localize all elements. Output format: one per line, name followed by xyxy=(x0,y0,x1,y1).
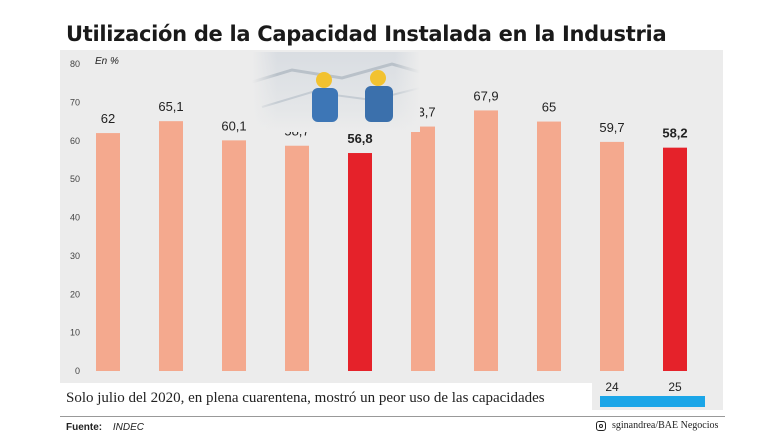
y-tick-label: 50 xyxy=(70,174,80,184)
caption-text: Solo julio del 2020, en plena cuarentena… xyxy=(66,389,545,406)
bar-value-label: 59,7 xyxy=(599,120,624,135)
y-axis-label: En % xyxy=(95,56,119,67)
x-category-label: 25 xyxy=(668,380,682,394)
bar xyxy=(96,133,120,371)
bar xyxy=(411,126,435,372)
footer-divider xyxy=(60,416,725,417)
y-tick-label: 60 xyxy=(70,136,80,146)
y-tick-label: 40 xyxy=(70,213,80,223)
bar xyxy=(474,110,498,371)
source-note: Fuente: INDEC xyxy=(66,422,144,433)
bar-value-label: 56,8 xyxy=(347,131,372,146)
credit-text: sginandrea/BAE Negocios xyxy=(612,420,719,431)
author-credit: sginandrea/BAE Negocios xyxy=(596,420,718,431)
bar xyxy=(663,147,687,371)
bar-value-label: 58,2 xyxy=(662,126,687,141)
bar-value-label: 67,9 xyxy=(473,88,498,103)
instagram-icon xyxy=(596,420,606,431)
y-tick-label: 70 xyxy=(70,97,80,107)
axis-band xyxy=(600,396,705,407)
y-tick-label: 30 xyxy=(70,251,80,261)
bar xyxy=(537,121,561,371)
bar xyxy=(600,141,624,371)
bar-value-label: 63,7 xyxy=(410,105,435,120)
chart-panel: En % 0 10 20 30 40 50 60 70 80 62 65,1 60,1 58,7 56,8… xyxy=(60,50,723,410)
source-label: Fuente: xyxy=(66,422,103,433)
bar-chart: En % 0 10 20 30 40 50 60 70 80 62 65,1 60,1 58,7 56,8… xyxy=(70,56,705,407)
bar-value-label: 60,1 xyxy=(221,118,246,133)
bar-value-label: 65,1 xyxy=(158,99,183,114)
caption-box: Solo julio del 2020, en plena cuarentena… xyxy=(58,383,592,413)
bar xyxy=(285,145,309,371)
source-value: INDEC xyxy=(112,422,145,433)
bar-value-label: 62 xyxy=(101,111,115,126)
bar xyxy=(159,121,183,372)
y-tick-label: 80 xyxy=(70,59,80,69)
x-category-label: 24 xyxy=(605,380,619,394)
bar xyxy=(348,153,372,371)
bar-value-label: 58,7 xyxy=(284,124,309,139)
y-tick-label: 0 xyxy=(75,366,80,376)
bar-value-label: 65 xyxy=(542,100,556,115)
chart-title: Utilización de la Capacidad Instalada en… xyxy=(66,22,667,46)
y-tick-label: 10 xyxy=(70,328,80,338)
bar xyxy=(222,140,246,371)
y-tick-label: 20 xyxy=(70,289,80,299)
